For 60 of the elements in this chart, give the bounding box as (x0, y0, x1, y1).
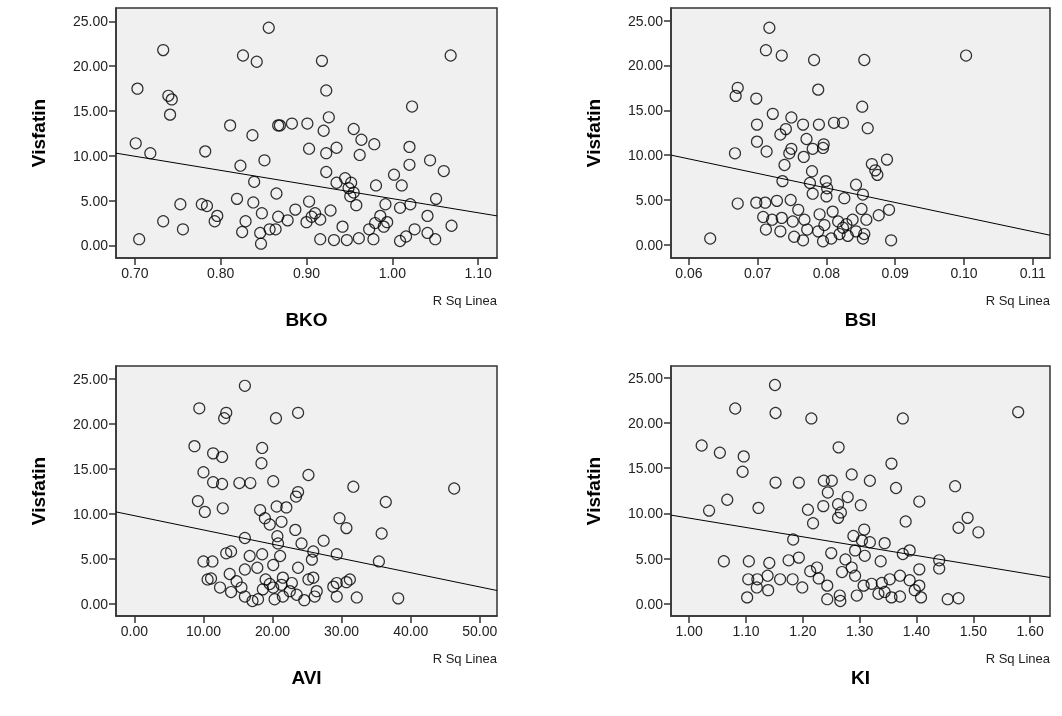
y-tick-label: 15.00 (627, 460, 664, 477)
text: R Sq Linea (432, 293, 498, 308)
y-tick-label: 25.00 (72, 13, 109, 30)
y-tick-label: 15.00 (627, 102, 664, 119)
text: R Sq Linea (985, 651, 1051, 666)
x-axis-title: AVI (291, 667, 322, 688)
y-tick-label: 0.00 (635, 236, 664, 253)
y-tick-label: 20.00 (72, 415, 109, 432)
y-axis-title: Visfatin (28, 98, 49, 168)
x-tick-label: 40.00 (393, 623, 429, 639)
y-tick-label: 25.00 (72, 370, 109, 387)
x-axis-title: KI (851, 667, 870, 688)
x-tick-label: 1.40 (902, 623, 931, 639)
x-axis-title: BSI (844, 309, 877, 330)
x-tick-label: 0.11 (1019, 265, 1047, 281)
y-axis-title: Visfatin (28, 456, 49, 526)
x-tick-label: 1.00 (675, 623, 704, 639)
x-tick-label: 1.10 (732, 623, 760, 639)
x-tick-label: 0.70 (121, 265, 149, 281)
x-tick-label: 10.00 (185, 623, 222, 639)
x-tick-label: 50.00 (462, 623, 498, 639)
x-tick-label: 1.60 (1016, 623, 1044, 639)
y-tick-label: 25.00 (627, 369, 664, 386)
y-tick-label: 25.00 (627, 12, 664, 29)
y-tick-label: 5.00 (80, 192, 109, 209)
y-tick-label: 0.00 (80, 237, 109, 254)
y-axis-title: Visfatin (583, 98, 604, 168)
y-tick-label: 10.00 (627, 505, 664, 522)
y-tick-label: 10.00 (72, 505, 109, 522)
x-tick-label: 1.10 (464, 265, 492, 281)
x-tick-label: 1.20 (789, 623, 817, 639)
x-tick-label: 1.50 (959, 623, 988, 639)
x-tick-label: 1.30 (846, 623, 874, 639)
x-tick-label: 0.09 (881, 265, 910, 281)
text: R Sq Linea (985, 293, 1051, 308)
y-axis-title: Visfatin (583, 456, 604, 526)
y-tick-label: 5.00 (80, 550, 109, 567)
y-tick-label: 15.00 (72, 103, 109, 120)
y-tick-label: 20.00 (627, 57, 664, 74)
y-tick-label: 5.00 (635, 550, 664, 567)
y-tick-label: 10.00 (627, 147, 664, 164)
y-tick-label: 0.00 (80, 595, 109, 612)
x-tick-label: 0.80 (207, 265, 235, 281)
x-tick-label: 30.00 (324, 623, 360, 639)
y-tick-label: 20.00 (72, 58, 109, 75)
x-tick-label: 0.90 (292, 265, 321, 281)
y-tick-label: 20.00 (627, 414, 664, 431)
y-tick-label: 0.00 (635, 595, 664, 612)
x-tick-label: 0.08 (812, 265, 841, 281)
x-tick-label: 0.06 (675, 265, 703, 281)
x-tick-label: 20.00 (254, 623, 291, 639)
x-tick-label: 0.10 (950, 265, 978, 281)
text: R Sq Linea (432, 651, 498, 666)
y-tick-label: 5.00 (635, 191, 664, 208)
y-tick-label: 15.00 (72, 460, 109, 477)
x-tick-label: 0.07 (744, 265, 772, 281)
x-tick-label: 1.00 (378, 265, 407, 281)
x-tick-label: 0.00 (120, 623, 149, 639)
y-tick-label: 10.00 (72, 147, 109, 164)
x-axis-title: BKO (285, 309, 328, 330)
